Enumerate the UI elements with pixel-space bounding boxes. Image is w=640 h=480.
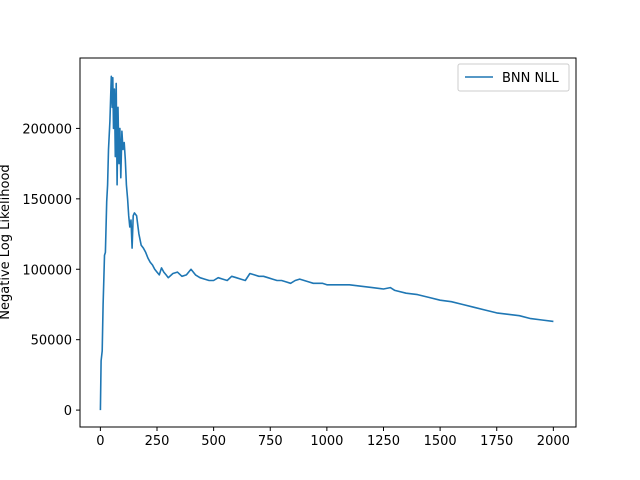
y-tick-label: 0 <box>64 404 72 419</box>
x-tick-label: 500 <box>201 434 226 449</box>
legend-label: BNN NLL <box>502 71 559 86</box>
y-tick-label: 150000 <box>22 193 72 208</box>
x-tick-label: 1000 <box>310 434 343 449</box>
y-tick-label: 100000 <box>22 263 72 278</box>
axes-frame <box>79 57 577 428</box>
x-tick-label: 1250 <box>367 434 400 449</box>
plot-area <box>80 58 576 427</box>
series-line <box>99 75 554 411</box>
x-tick-label: 2000 <box>537 434 570 449</box>
y-tick-label: 200000 <box>22 122 72 137</box>
x-tick-label: 0 <box>96 434 104 449</box>
axes-layer: 0 250 500 750 1000 1250 1500 1750 2000 0 50000 1000… <box>22 122 570 449</box>
legend: BNN NLL <box>457 63 570 92</box>
y-tick-label: 50000 <box>31 334 72 349</box>
x-tick-label: 750 <box>258 434 283 449</box>
x-tick-label: 1500 <box>424 434 457 449</box>
series-layer <box>99 75 554 411</box>
x-tick-label: 250 <box>145 434 170 449</box>
x-tick-label: 1750 <box>480 434 513 449</box>
y-axis-label: Negative Log Likelihood <box>0 164 13 319</box>
legend-box <box>457 63 570 92</box>
